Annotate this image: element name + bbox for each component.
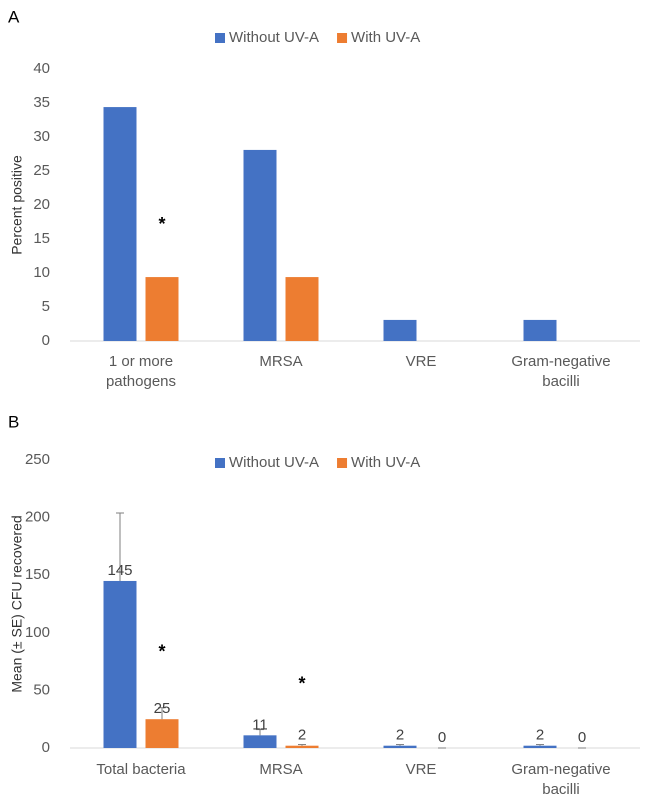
y-tick-label: 25 xyxy=(33,162,50,179)
y-tick-label: 20 xyxy=(33,196,50,213)
y-tick-label: 50 xyxy=(33,681,50,698)
y-tick-label: 35 xyxy=(33,94,50,111)
data-label: 0 xyxy=(438,729,446,746)
data-label: 145 xyxy=(107,562,132,579)
data-label: 11 xyxy=(252,716,268,733)
x-tick-label: Gram-negative bacilli xyxy=(511,761,611,798)
panel-label: A xyxy=(8,7,20,26)
annotation: * xyxy=(298,673,305,693)
y-axis-title: Mean (± SE) CFU recovered xyxy=(9,515,25,692)
y-tick-label: 0 xyxy=(42,332,50,349)
data-label: 2 xyxy=(298,727,306,744)
x-tick-label: MRSA xyxy=(259,761,303,778)
data-label: 2 xyxy=(396,727,404,744)
y-tick-label: 40 xyxy=(33,60,50,77)
bar xyxy=(145,719,179,748)
x-tick-label: 1 or more pathogens xyxy=(105,353,177,390)
bar xyxy=(383,745,417,748)
annotation: * xyxy=(158,641,165,661)
legend-label: Without UV-A xyxy=(229,454,319,471)
y-tick-label: 30 xyxy=(33,128,50,145)
y-tick-label: 200 xyxy=(25,509,50,526)
bar xyxy=(523,745,557,748)
legend-label: With UV-A xyxy=(351,29,420,46)
y-tick-label: 100 xyxy=(25,624,50,641)
bar xyxy=(285,745,319,748)
y-tick-label: 5 xyxy=(42,298,50,315)
data-label: 25 xyxy=(154,700,171,717)
bar xyxy=(383,319,417,341)
legend-swatch xyxy=(215,33,225,43)
panel-label: B xyxy=(8,412,19,431)
y-tick-label: 0 xyxy=(42,739,50,756)
x-tick-label: VRE xyxy=(405,353,437,370)
x-tick-label: VRE xyxy=(405,761,437,778)
y-tick-label: 10 xyxy=(33,264,50,281)
bar xyxy=(285,277,319,341)
bar xyxy=(103,107,137,341)
y-axis-title: Percent positive xyxy=(9,155,25,255)
bar xyxy=(523,319,557,341)
y-tick-label: 15 xyxy=(33,230,50,247)
x-tick-label: Total bacteria xyxy=(96,761,186,778)
legend-label: With UV-A xyxy=(351,454,420,471)
legend-swatch xyxy=(215,458,225,468)
legend-swatch xyxy=(337,458,348,468)
data-label: 2 xyxy=(536,727,544,744)
bar xyxy=(243,735,277,748)
y-tick-label: 250 xyxy=(25,451,50,468)
x-tick-label: MRSA xyxy=(259,353,303,370)
y-tick-label: 150 xyxy=(25,566,50,583)
data-label: 0 xyxy=(578,729,586,746)
bar xyxy=(103,580,137,748)
bar xyxy=(243,149,277,341)
legend-swatch xyxy=(337,33,348,43)
legend-label: Without UV-A xyxy=(229,29,319,46)
bar xyxy=(145,277,179,341)
annotation: * xyxy=(158,214,165,234)
x-tick-label: Gram-negative bacilli xyxy=(511,353,611,390)
